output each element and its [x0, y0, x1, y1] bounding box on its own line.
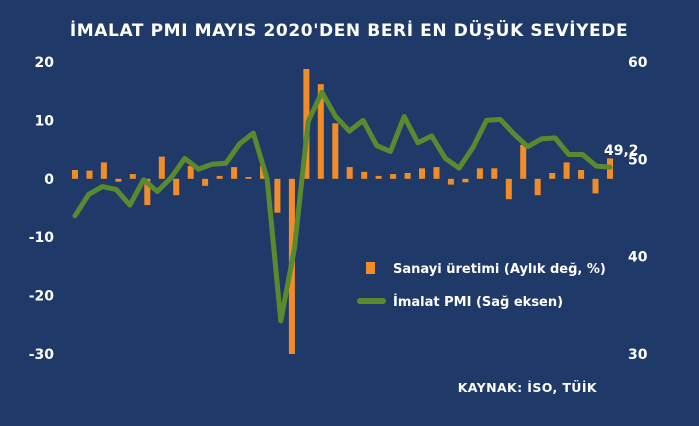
bar	[332, 123, 339, 179]
bar	[592, 178, 599, 194]
bar	[505, 178, 512, 200]
bar	[216, 175, 223, 179]
bar	[231, 167, 238, 179]
chart-title: İMALAT PMI MAYIS 2020'DEN BERİ EN DÜŞÜK …	[70, 19, 628, 41]
bar	[563, 162, 570, 179]
bar	[72, 170, 78, 179]
bar	[129, 174, 136, 179]
bar	[158, 156, 165, 179]
right-tick-label: 60	[628, 55, 648, 71]
line-series	[72, 89, 613, 324]
right-tick-label: 30	[628, 347, 648, 363]
left-tick-label: -30	[29, 347, 55, 363]
legend-bar-swatch	[366, 262, 375, 274]
legend-line-label: İmalat PMI (Sağ eksen)	[393, 294, 563, 310]
bar	[534, 178, 541, 196]
bar	[447, 178, 454, 185]
bar	[144, 178, 151, 206]
bar	[187, 166, 194, 179]
bar	[462, 178, 469, 183]
bar	[520, 144, 527, 179]
left-tick-label: -20	[29, 289, 55, 305]
bar	[115, 178, 122, 182]
left-tick-label: 10	[35, 113, 55, 129]
bar	[317, 84, 324, 179]
bar	[419, 168, 425, 179]
left-axis: 20 10 0 -10 -20 -30	[29, 55, 55, 363]
bar	[404, 173, 411, 179]
bar	[375, 175, 382, 179]
bar	[202, 178, 209, 186]
legend-bar-label: Sanayi üretimi (Aylık değ, %)	[393, 262, 606, 277]
bar	[578, 170, 585, 179]
right-tick-label: 40	[628, 250, 648, 266]
bar	[549, 173, 556, 179]
bar	[100, 162, 107, 179]
source-text: KAYNAK: İSO, TÜİK	[458, 380, 598, 395]
bar	[173, 178, 180, 196]
bar	[274, 178, 281, 213]
bar	[346, 167, 353, 179]
left-tick-label: 20	[35, 55, 55, 71]
left-tick-label: -10	[29, 230, 55, 246]
right-tick-label: 50	[628, 152, 648, 168]
bar	[361, 171, 368, 179]
bar	[476, 168, 483, 179]
last-value-label: 49,2	[604, 143, 639, 159]
pmi-line	[72, 89, 613, 324]
legend: Sanayi üretimi (Aylık değ, %) İmalat PMI…	[357, 262, 606, 310]
bar	[245, 177, 252, 179]
bar	[491, 168, 498, 179]
bar	[390, 174, 397, 179]
bar	[433, 167, 440, 179]
bar	[86, 170, 93, 179]
right-axis: 60 50 40 30	[628, 55, 648, 363]
bar-series	[72, 69, 613, 354]
left-tick-label: 0	[44, 172, 54, 188]
